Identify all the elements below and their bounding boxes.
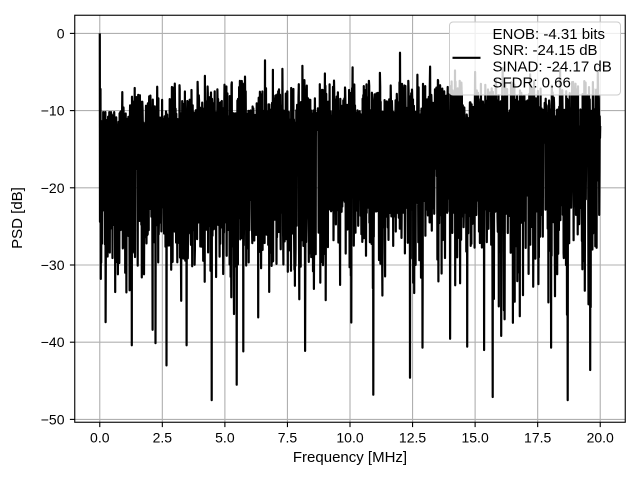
svg-text:2.5: 2.5 — [153, 429, 173, 445]
svg-text:7.5: 7.5 — [278, 429, 298, 445]
svg-text:SFDR: 0.66: SFDR: 0.66 — [493, 75, 571, 92]
svg-text:0.0: 0.0 — [90, 429, 110, 445]
svg-text:0: 0 — [57, 25, 65, 41]
svg-text:−50: −50 — [41, 411, 65, 427]
svg-text:17.5: 17.5 — [524, 429, 551, 445]
svg-text:−30: −30 — [41, 257, 65, 273]
svg-text:15.0: 15.0 — [461, 429, 488, 445]
svg-text:−40: −40 — [41, 334, 65, 350]
svg-text:10.0: 10.0 — [336, 429, 363, 445]
svg-text:−10: −10 — [41, 103, 65, 119]
svg-text:SNR: -24.15 dB: SNR: -24.15 dB — [493, 42, 598, 59]
svg-text:12.5: 12.5 — [399, 429, 426, 445]
svg-text:Frequency [MHz]: Frequency [MHz] — [293, 449, 407, 466]
svg-text:20.0: 20.0 — [587, 429, 614, 445]
svg-text:−20: −20 — [41, 180, 65, 196]
svg-text:PSD [dB]: PSD [dB] — [9, 187, 26, 249]
svg-text:5.0: 5.0 — [215, 429, 235, 445]
svg-text:ENOB: -4.31 bits: ENOB: -4.31 bits — [493, 26, 606, 43]
svg-text:SINAD: -24.17 dB: SINAD: -24.17 dB — [493, 58, 612, 75]
